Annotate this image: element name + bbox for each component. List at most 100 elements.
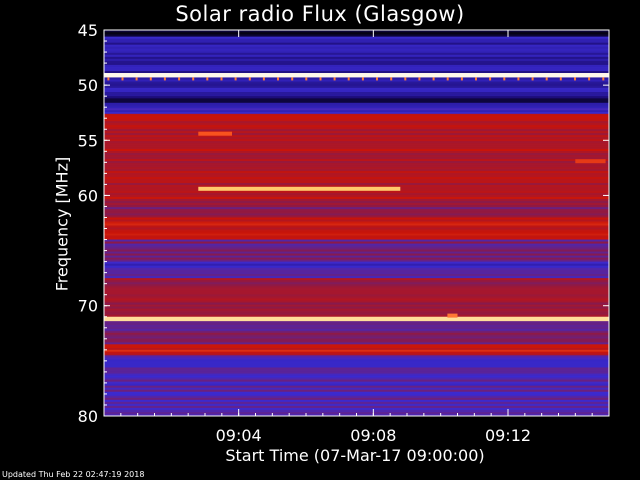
band-channel	[104, 219, 609, 222]
band-channel	[104, 383, 609, 387]
band-channel	[104, 149, 609, 152]
band-channel	[104, 34, 609, 38]
band-channel	[104, 328, 609, 332]
band-channel	[104, 94, 609, 97]
interference-dot	[460, 77, 463, 81]
band-channel	[104, 87, 609, 91]
frequency-band	[104, 73, 609, 78]
band-channel	[104, 332, 609, 336]
band-channel	[104, 243, 609, 246]
band-channel	[104, 165, 609, 168]
band-channel	[104, 233, 609, 236]
band-channel	[104, 56, 609, 60]
band-channel	[104, 58, 609, 62]
band-channel	[104, 167, 609, 170]
frequency-band	[104, 344, 609, 356]
interference-dot	[107, 77, 110, 81]
band-channel	[104, 318, 609, 322]
interference-dot	[178, 77, 181, 81]
band-channel	[104, 261, 609, 265]
band-channel	[104, 409, 609, 413]
band-channel	[104, 98, 609, 101]
band-channel	[104, 30, 609, 33]
band-channel	[104, 225, 609, 228]
band-channel	[104, 407, 609, 411]
band-channel	[104, 365, 609, 368]
interference-dot	[248, 77, 251, 81]
frequency-band	[104, 36, 609, 74]
band-channel	[104, 155, 609, 158]
band-channel	[104, 54, 609, 58]
band-channel	[104, 357, 609, 360]
band-channel	[104, 314, 609, 318]
band-channel	[104, 271, 609, 275]
band-channel	[104, 68, 609, 72]
band-channel	[104, 330, 609, 334]
band-channel	[104, 147, 609, 150]
frequency-band	[104, 117, 609, 202]
band-channel	[104, 85, 609, 89]
band-channel	[104, 253, 609, 256]
band-channel	[104, 353, 609, 356]
band-channel	[104, 379, 609, 383]
band-channel	[104, 359, 609, 362]
band-channel	[104, 229, 609, 232]
band-channel	[104, 79, 609, 82]
x-tick-label: 09:08	[350, 426, 396, 445]
band-channel	[104, 62, 609, 66]
interference-dot	[376, 77, 378, 81]
frequency-band	[104, 261, 609, 279]
frequency-band	[104, 113, 609, 118]
band-channel	[104, 100, 609, 104]
band-channel	[104, 196, 609, 200]
x-tick-label: 09:12	[485, 426, 531, 445]
band-channel	[104, 300, 609, 303]
burst-event	[447, 313, 458, 318]
band-channel	[104, 145, 609, 148]
band-channel	[104, 403, 609, 407]
y-tick-label: 60	[78, 186, 98, 205]
band-channel	[104, 198, 609, 202]
band-channel	[104, 288, 609, 291]
y-tick-label: 80	[78, 407, 98, 426]
band-channel	[104, 151, 609, 154]
band-channel	[104, 290, 609, 293]
interference-dot	[291, 77, 294, 81]
band-channel	[104, 157, 609, 160]
band-channel	[104, 361, 609, 364]
interference-dot	[234, 77, 237, 81]
frequency-band	[104, 96, 609, 104]
frequency-band	[104, 239, 609, 262]
band-channel	[104, 36, 609, 40]
band-channel	[104, 323, 609, 326]
interference-dot	[305, 77, 308, 81]
band-channel	[104, 32, 609, 35]
interference-dot	[390, 77, 393, 81]
band-channel	[104, 231, 609, 234]
interference-dot	[163, 77, 166, 81]
interference-dot	[588, 77, 591, 81]
band-channel	[104, 192, 609, 196]
band-channel	[104, 50, 609, 54]
band-channel	[104, 190, 609, 194]
band-channel	[104, 302, 609, 305]
band-channel	[104, 369, 609, 372]
band-channel	[104, 237, 609, 240]
band-channel	[104, 245, 609, 248]
band-channel	[104, 235, 609, 238]
band-channel	[104, 108, 609, 111]
interference-dot	[574, 77, 576, 81]
band-channel	[104, 60, 609, 64]
interference-dot	[135, 77, 138, 81]
band-channel	[104, 184, 609, 188]
band-channel	[104, 310, 609, 314]
interference-dot	[602, 77, 605, 81]
band-channel	[104, 38, 609, 42]
band-channel	[104, 284, 609, 287]
frequency-band	[104, 30, 609, 38]
y-axis-label: Frequency [MHz]	[52, 156, 72, 292]
y-tick-label: 70	[78, 297, 98, 316]
band-channel	[104, 119, 609, 122]
band-channel	[104, 113, 609, 116]
